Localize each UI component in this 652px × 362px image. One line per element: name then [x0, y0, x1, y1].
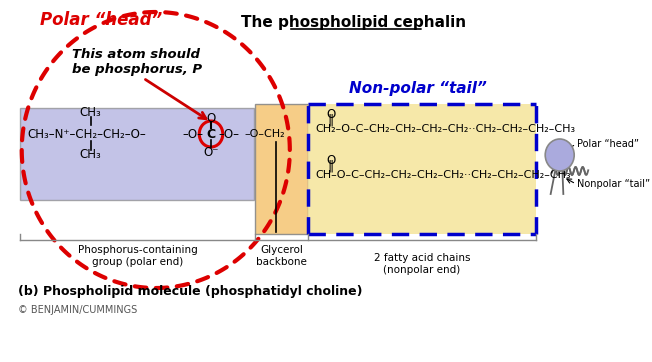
Text: Nonpolar “tail”: Nonpolar “tail”	[577, 179, 650, 189]
Text: O: O	[326, 153, 335, 167]
Text: CH₃: CH₃	[80, 148, 102, 161]
Text: O⁻: O⁻	[203, 146, 219, 159]
Text: ‖: ‖	[327, 160, 334, 173]
Text: ‖: ‖	[327, 114, 334, 126]
Text: CH–O–C–CH₂–CH₂–CH₂–CH₂··CH₂–CH₂–CH₂–CH₃: CH–O–C–CH₂–CH₂–CH₂–CH₂··CH₂–CH₂–CH₂–CH₃	[315, 170, 570, 180]
Text: © BENJAMIN/CUMMINGS: © BENJAMIN/CUMMINGS	[18, 305, 138, 315]
Text: O: O	[326, 108, 335, 121]
Text: This atom should
be phosphorus, P: This atom should be phosphorus, P	[72, 48, 203, 76]
Text: O: O	[207, 111, 216, 125]
Text: CH₂–O–C–CH₂–CH₂–CH₂–CH₂··CH₂–CH₂–CH₂–CH₃: CH₂–O–C–CH₂–CH₂–CH₂–CH₂··CH₂–CH₂–CH₂–CH₃	[315, 124, 575, 134]
Text: (b) Phospholipid molecule (phosphatidyl choline): (b) Phospholipid molecule (phosphatidyl …	[18, 286, 363, 299]
Text: C: C	[207, 127, 216, 140]
Text: –O–CH₂: –O–CH₂	[244, 129, 285, 139]
Text: –O–: –O–	[183, 127, 203, 140]
Text: The phospholipid cephalin: The phospholipid cephalin	[241, 14, 466, 29]
Circle shape	[545, 139, 574, 171]
Bar	[308, 104, 536, 234]
Text: CH₃: CH₃	[80, 105, 102, 118]
Text: Non-polar “tail”: Non-polar “tail”	[349, 80, 487, 96]
Text: –O–: –O–	[218, 127, 240, 140]
Text: Phosphorus-containing
group (polar end): Phosphorus-containing group (polar end)	[78, 245, 198, 267]
Text: Glycerol
backbone: Glycerol backbone	[256, 245, 307, 267]
Text: 2 fatty acid chains
(nonpolar end): 2 fatty acid chains (nonpolar end)	[374, 253, 470, 275]
Bar	[20, 108, 254, 200]
Bar	[256, 104, 308, 234]
Text: CH₃–N⁺–CH₂–CH₂–O–: CH₃–N⁺–CH₂–CH₂–O–	[27, 127, 146, 140]
Text: Polar “head”: Polar “head”	[40, 11, 162, 29]
Text: Polar “head”: Polar “head”	[577, 139, 639, 149]
